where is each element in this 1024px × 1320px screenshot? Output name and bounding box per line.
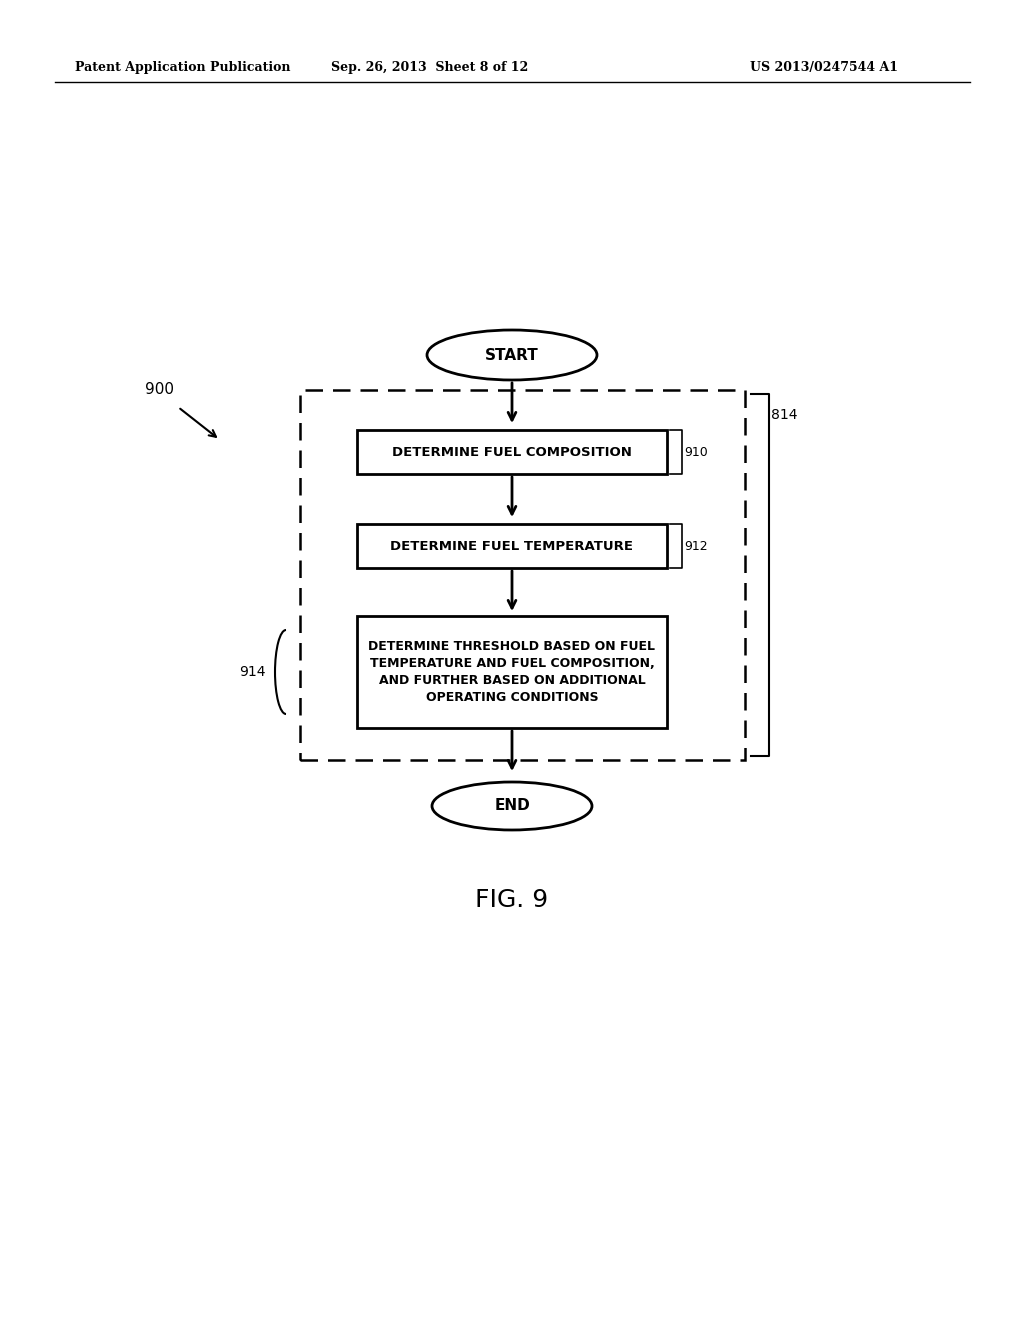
Text: US 2013/0247544 A1: US 2013/0247544 A1 <box>750 62 898 74</box>
Text: DETERMINE FUEL TEMPERATURE: DETERMINE FUEL TEMPERATURE <box>390 540 634 553</box>
Bar <box>357 616 667 729</box>
Text: DETERMINE FUEL COMPOSITION: DETERMINE FUEL COMPOSITION <box>392 446 632 458</box>
Text: END: END <box>495 799 529 813</box>
Text: 900: 900 <box>145 383 174 397</box>
Text: 912: 912 <box>684 540 708 553</box>
Text: 914: 914 <box>240 665 266 678</box>
Bar <box>357 430 667 474</box>
Text: 814: 814 <box>771 408 798 422</box>
Text: DETERMINE THRESHOLD BASED ON FUEL
TEMPERATURE AND FUEL COMPOSITION,
AND FURTHER : DETERMINE THRESHOLD BASED ON FUEL TEMPER… <box>369 640 655 704</box>
Text: START: START <box>485 347 539 363</box>
Text: FIG. 9: FIG. 9 <box>475 888 549 912</box>
Bar <box>357 524 667 568</box>
Text: 910: 910 <box>684 446 708 458</box>
Bar <box>300 389 745 760</box>
Text: Sep. 26, 2013  Sheet 8 of 12: Sep. 26, 2013 Sheet 8 of 12 <box>332 62 528 74</box>
Text: Patent Application Publication: Patent Application Publication <box>75 62 291 74</box>
